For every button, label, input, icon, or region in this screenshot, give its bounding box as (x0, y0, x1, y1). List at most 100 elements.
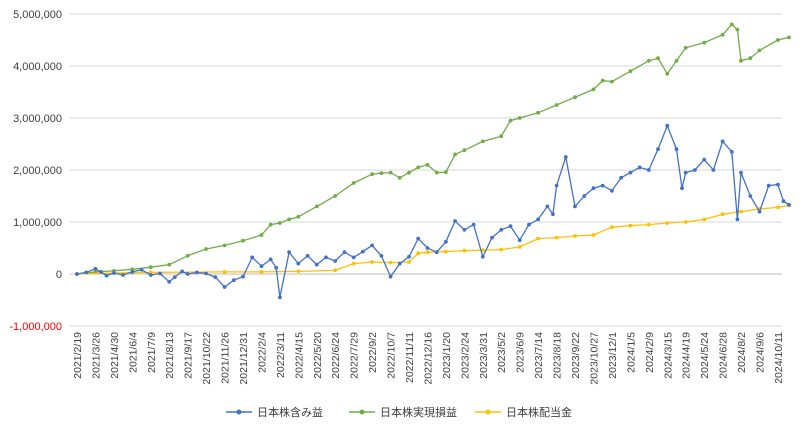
x-tick-label: 2022/2/4 (256, 332, 268, 373)
data-point (444, 239, 448, 244)
data-point (674, 58, 679, 63)
data-point (185, 272, 190, 276)
x-tick-label: 2024/4/19 (681, 332, 693, 379)
x-tick-label: 2024/2/9 (644, 332, 656, 373)
legend-marker (236, 409, 242, 415)
data-point (600, 78, 605, 83)
data-point (735, 217, 740, 222)
x-tick-label: 2021/9/17 (183, 332, 195, 379)
data-point (720, 139, 725, 144)
data-point (305, 253, 310, 258)
legend-label: 日本株実現損益 (380, 405, 457, 419)
data-point (499, 134, 504, 139)
data-point (563, 155, 568, 159)
x-tick-label: 2024/9/6 (754, 332, 766, 373)
data-point (434, 170, 439, 175)
data-point (619, 175, 623, 180)
data-point (508, 224, 513, 229)
data-point (720, 32, 725, 37)
data-point (610, 79, 614, 84)
data-point (776, 38, 780, 42)
data-point (278, 221, 282, 225)
x-tick-label: 2021/4/30 (109, 332, 121, 379)
data-point (600, 183, 605, 188)
x-tick-label: 2023/6/9 (515, 332, 527, 373)
data-point (296, 214, 301, 219)
series-1 (75, 22, 791, 276)
data-point (259, 264, 264, 269)
x-tick-label: 2024/6/28 (718, 332, 730, 379)
y-tick-label: 2,000,000 (13, 165, 62, 177)
data-point (680, 186, 684, 191)
x-tick-label: 2022/7/29 (349, 332, 361, 379)
data-point (407, 254, 411, 259)
data-point (545, 204, 550, 209)
x-tick-label: 2024/8/2 (736, 332, 748, 373)
data-point (407, 260, 411, 264)
data-point (702, 157, 707, 162)
data-point (407, 170, 411, 175)
y-tick-label: 0 (56, 269, 62, 281)
data-point (204, 271, 209, 276)
data-point (75, 272, 79, 276)
data-point (517, 238, 522, 243)
data-point (610, 225, 614, 230)
data-point (397, 175, 402, 180)
data-point (683, 170, 688, 175)
x-tick-label: 2022/10/7 (386, 332, 398, 379)
data-point (517, 116, 522, 120)
data-point (628, 223, 633, 228)
data-point (278, 295, 282, 300)
data-point (554, 183, 559, 188)
legend-item: 日本株実現損益 (349, 405, 457, 419)
data-point (416, 251, 421, 256)
data-point (287, 217, 291, 222)
data-point (536, 236, 540, 241)
data-point (259, 233, 264, 237)
data-point (148, 265, 153, 270)
data-point (180, 269, 185, 274)
x-tick-label: 2023/8/18 (552, 332, 564, 379)
data-point (665, 71, 670, 76)
series-2 (75, 203, 791, 276)
data-point (139, 267, 144, 272)
data-point (99, 270, 103, 274)
x-tick-label: 2023/5/2 (496, 332, 508, 373)
data-point (370, 260, 374, 264)
data-point (646, 168, 651, 172)
data-point (739, 209, 743, 214)
x-tick-label: 2024/3/15 (662, 332, 674, 379)
data-point (656, 147, 660, 152)
data-point (693, 168, 697, 172)
data-point (268, 222, 273, 227)
data-point (551, 212, 555, 217)
data-point (314, 204, 319, 209)
data-point (250, 255, 255, 260)
data-point (453, 219, 457, 223)
data-point (490, 235, 494, 240)
legend: 日本株含み益 日本株実現損益 日本株配当金 (226, 405, 572, 419)
legend-item: 日本株配当金 (475, 405, 572, 419)
data-point (508, 118, 513, 123)
data-point (268, 257, 273, 262)
data-point (739, 58, 743, 63)
data-point (130, 270, 135, 274)
legend-marker (485, 409, 491, 415)
x-tick-label: 2023/1/20 (441, 332, 453, 379)
legend-marker (359, 409, 365, 415)
data-point (787, 202, 791, 207)
data-point (462, 248, 467, 253)
data-point (517, 245, 522, 249)
x-tick-label: 2022/6/24 (330, 332, 342, 379)
series-0 (75, 123, 791, 300)
data-point (776, 205, 780, 210)
data-point (370, 243, 374, 248)
data-point (748, 56, 753, 61)
data-point (425, 162, 430, 167)
data-point (130, 267, 135, 272)
x-tick-label: 2021/10/22 (201, 332, 213, 385)
x-tick-label: 2023/10/27 (588, 332, 600, 385)
data-point (735, 27, 740, 32)
data-point (158, 271, 162, 276)
